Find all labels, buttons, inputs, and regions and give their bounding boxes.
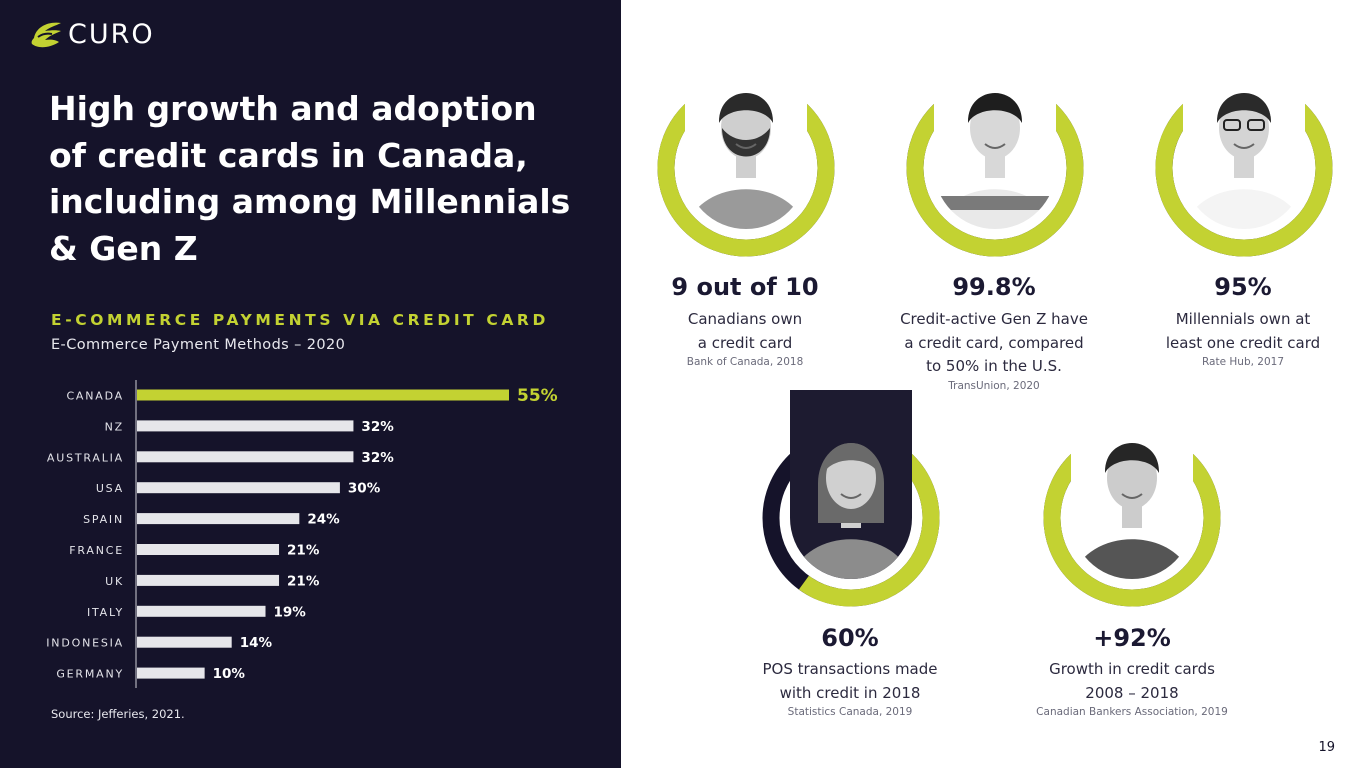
headline-line: High growth and adoption bbox=[49, 89, 537, 128]
bar-value-label: 24% bbox=[307, 512, 340, 528]
bar-category-label: FRANCE bbox=[69, 544, 124, 557]
bar-value-label: 55% bbox=[517, 386, 558, 406]
stat-description: Millennials own at least one credit card bbox=[1153, 308, 1333, 355]
headline-line: including among Millennials bbox=[49, 182, 571, 221]
stat-desc-line: with credit in 2018 bbox=[779, 683, 921, 702]
stat-desc-line: Credit-active Gen Z have bbox=[900, 310, 1088, 328]
stat-description: POS transactions made with credit in 201… bbox=[750, 658, 950, 705]
page-title: High growth and adoption of credit cards… bbox=[49, 86, 609, 272]
curo-logo-icon bbox=[31, 22, 61, 48]
bar-category-label: CANADA bbox=[66, 390, 124, 403]
bar-category-label: GERMANY bbox=[56, 668, 124, 681]
bar-category-label: NZ bbox=[105, 420, 124, 433]
bar bbox=[137, 605, 266, 617]
stat-source: Rate Hub, 2017 bbox=[1201, 356, 1285, 368]
bar bbox=[137, 513, 300, 525]
stat-ring bbox=[657, 40, 835, 257]
stat-ring bbox=[906, 40, 1084, 257]
stat-description: Credit-active Gen Z have a credit card, … bbox=[884, 308, 1104, 379]
stat-source: Canadian Bankers Association, 2019 bbox=[1036, 706, 1228, 718]
bar bbox=[137, 574, 280, 586]
chart-source: Source: Jefferies, 2021. bbox=[51, 707, 185, 721]
bar bbox=[137, 451, 354, 463]
stat-card: 9 out of 10 Canadians own a credit card … bbox=[655, 40, 835, 380]
bar-value-label: 14% bbox=[240, 635, 273, 651]
stat-source: TransUnion, 2020 bbox=[948, 380, 1040, 392]
bar-category-label: INDONESIA bbox=[46, 637, 124, 650]
stat-value: 99.8% bbox=[952, 273, 1036, 301]
bar bbox=[137, 544, 280, 555]
stat-desc-line: Millennials own at bbox=[1175, 310, 1311, 328]
chart-section-title: E-COMMERCE PAYMENTS VIA CREDIT CARD bbox=[51, 311, 549, 329]
bar bbox=[137, 420, 354, 432]
logo-wordmark: CURO bbox=[68, 18, 155, 50]
stat-description: Growth in credit cards 2008 – 2018 bbox=[1022, 658, 1242, 705]
stat-card: 60% POS transactions made with credit in… bbox=[750, 390, 950, 730]
stat-source: Statistics Canada, 2019 bbox=[787, 706, 913, 718]
headline-line: of credit cards in Canada, bbox=[49, 135, 528, 175]
stat-desc-line: Canadians own bbox=[687, 310, 803, 328]
stat-ring bbox=[1043, 390, 1221, 607]
bar-value-label: 32% bbox=[361, 450, 394, 466]
bar-value-label: 19% bbox=[274, 604, 307, 620]
stat-desc-line: to 50% in the U.S. bbox=[926, 357, 1062, 375]
stat-source: Bank of Canada, 2018 bbox=[686, 356, 804, 368]
bar-chart: CANADA 55% NZ 32% AUSTRALIA 32% USA 30% SPAIN 24%… bbox=[46, 380, 558, 688]
bar-category-label: ITALY bbox=[87, 606, 124, 619]
bar-value-label: 32% bbox=[361, 419, 394, 435]
stat-desc-line: 2008 – 2018 bbox=[1085, 683, 1179, 702]
left-panel: CURO High growth and adoption of credit … bbox=[0, 0, 621, 768]
bar bbox=[137, 667, 205, 679]
stat-value: 9 out of 10 bbox=[671, 273, 819, 301]
stat-ring bbox=[762, 390, 940, 607]
stat-value: 95% bbox=[1214, 273, 1272, 301]
curo-logo: CURO bbox=[28, 18, 155, 50]
bar-category-label: SPAIN bbox=[83, 513, 124, 526]
stat-desc-line: a credit card, compared bbox=[904, 333, 1084, 352]
bar-value-label: 10% bbox=[213, 666, 246, 682]
bar-value-label: 30% bbox=[348, 481, 381, 497]
stat-desc-line: a credit card bbox=[697, 333, 793, 352]
stat-description: Canadians own a credit card bbox=[655, 308, 835, 355]
stat-desc-line: Growth in credit cards bbox=[1049, 660, 1215, 678]
stat-desc-line: least one credit card bbox=[1165, 333, 1321, 352]
bar-value-label: 21% bbox=[287, 543, 320, 559]
stat-ring bbox=[1155, 40, 1333, 257]
bar-category-label: UK bbox=[105, 575, 124, 588]
headline-line: & Gen Z bbox=[49, 228, 198, 268]
chart-subtitle: E-Commerce Payment Methods – 2020 bbox=[51, 337, 346, 353]
bar-category-label: AUSTRALIA bbox=[47, 451, 124, 464]
bar bbox=[137, 482, 340, 494]
bar-value-label: 21% bbox=[287, 573, 320, 589]
stat-card: 99.8% Credit-active Gen Z have a credit … bbox=[884, 40, 1104, 400]
bar bbox=[137, 636, 232, 648]
laughing-woman-photo bbox=[934, 40, 1056, 229]
stat-card: 95% Millennials own at least one credit … bbox=[1153, 40, 1333, 380]
stat-value: +92% bbox=[1093, 624, 1171, 652]
stat-desc-line: POS transactions made bbox=[762, 660, 938, 678]
stat-card: +92% Growth in credit cards 2008 – 2018 … bbox=[1022, 390, 1242, 730]
bar bbox=[137, 389, 509, 401]
stat-value: 60% bbox=[821, 624, 879, 652]
smiling-man-with-glasses-photo bbox=[1183, 40, 1305, 229]
bar-category-label: USA bbox=[96, 482, 124, 495]
page-number: 19 bbox=[1318, 740, 1335, 755]
